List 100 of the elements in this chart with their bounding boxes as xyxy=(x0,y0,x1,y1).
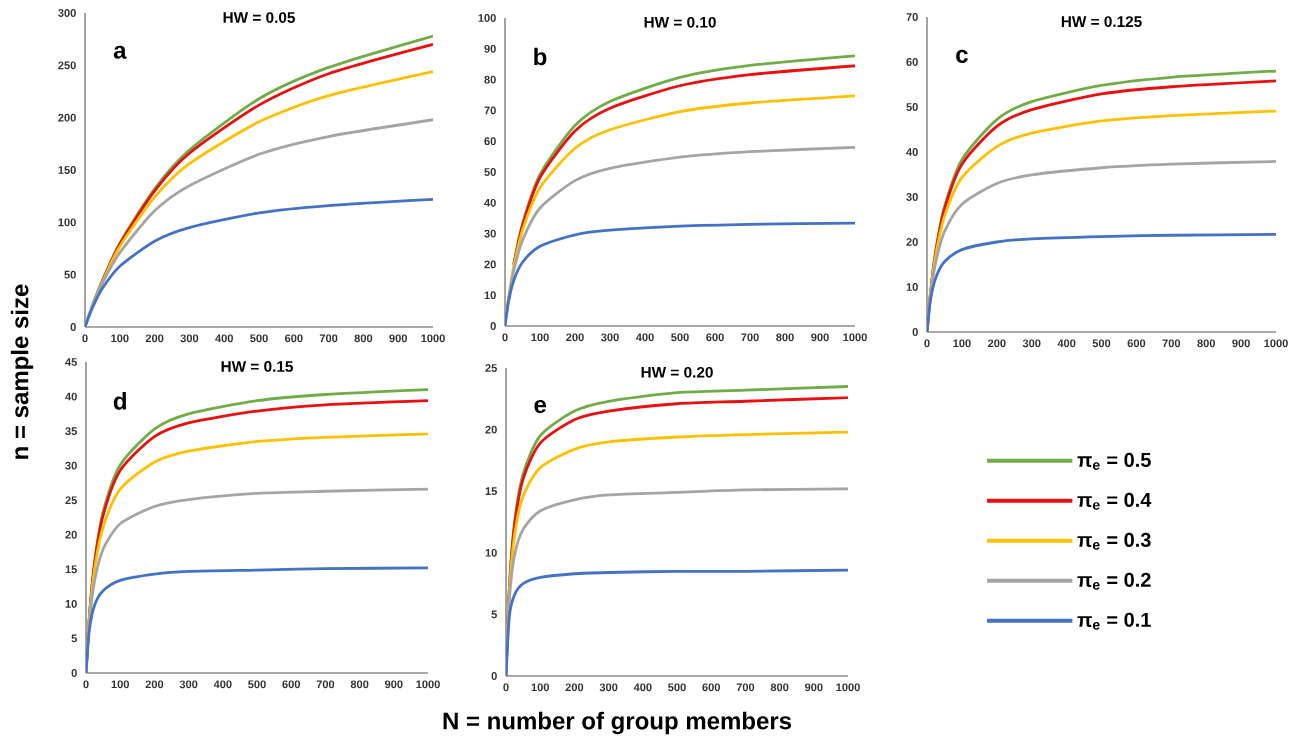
x-tick-label: 300 xyxy=(599,683,618,692)
legend-label: π$_{e}$ = 0.5 xyxy=(1077,452,1151,470)
chart-title: HW = 0.125 xyxy=(1061,16,1142,28)
x-tick-label: 800 xyxy=(770,683,789,692)
x-tick-label: 700 xyxy=(319,334,338,343)
x-tick-label: 700 xyxy=(1162,339,1181,348)
x-tick-label: 900 xyxy=(384,680,403,689)
x-tick-label: 700 xyxy=(316,680,335,689)
y-tick-label: 50 xyxy=(64,270,76,279)
chart-title: HW = 0.10 xyxy=(644,16,716,28)
y-tick-label: 100 xyxy=(58,218,76,227)
x-tick-label: 300 xyxy=(1022,339,1041,348)
y-tick-label: 90 xyxy=(484,44,496,53)
x-tick-label: 0 xyxy=(924,339,930,348)
y-tick-label: 40 xyxy=(65,392,77,401)
x-tick-label: 800 xyxy=(350,680,369,689)
annotation: b xyxy=(534,47,547,66)
y-tick-label: 50 xyxy=(484,168,496,176)
y-tick-label: 70 xyxy=(484,106,496,115)
x-tick-label: 900 xyxy=(1232,339,1250,348)
y-tick-label: 300 xyxy=(58,9,76,17)
y-tick-label: 80 xyxy=(484,75,496,84)
x-tick-label: 200 xyxy=(145,680,164,689)
x-tick-label: 400 xyxy=(635,333,654,342)
y-tick-label: 20 xyxy=(906,238,918,246)
x-tick-label: 600 xyxy=(706,333,724,342)
y-tick-label: 40 xyxy=(484,198,496,207)
y-tick-label: 25 xyxy=(485,364,497,372)
y-tick-label: 25 xyxy=(65,496,77,505)
y-tick-label: 0 xyxy=(491,672,497,680)
legend-label: π$_{e}$ = 0.2 xyxy=(1077,572,1151,590)
y-tick-label: 30 xyxy=(906,193,918,201)
x-tick-label: 1000 xyxy=(421,334,445,343)
x-tick-label: 200 xyxy=(987,339,1006,348)
x-tick-label: 500 xyxy=(248,680,266,689)
x-tick-label: 500 xyxy=(250,334,268,343)
y-tick-label: 0 xyxy=(912,328,918,336)
chart-title: HW = 0.05 xyxy=(223,12,295,23)
x-tick-label: 400 xyxy=(633,683,652,692)
x-tick-label: 400 xyxy=(213,680,232,689)
y-tick-label: 20 xyxy=(484,260,496,269)
annotation: d xyxy=(113,392,126,410)
x-tick-label: 200 xyxy=(565,683,584,692)
y-tick-label: 20 xyxy=(65,530,77,539)
y-axis-title: n = sample size xyxy=(10,284,34,459)
x-tick-label: 1000 xyxy=(836,683,860,692)
annotation: c xyxy=(956,49,968,63)
legend-label: π$_{e}$ = 0.3 xyxy=(1077,532,1151,550)
x-tick-label: 0 xyxy=(503,683,509,692)
x-tick-label: 300 xyxy=(601,333,619,342)
y-tick-label: 10 xyxy=(906,283,918,291)
x-tick-label: 100 xyxy=(111,680,129,689)
y-tick-label: 70 xyxy=(906,13,918,21)
y-tick-label: 45 xyxy=(65,358,77,366)
x-tick-label: 800 xyxy=(354,334,373,343)
x-tick-label: 500 xyxy=(668,683,686,692)
chart-title: HW = 0.20 xyxy=(641,366,713,378)
x-tick-label: 900 xyxy=(804,683,823,692)
y-tick-label: 250 xyxy=(58,61,76,70)
y-tick-label: 15 xyxy=(485,487,497,496)
y-tick-label: 35 xyxy=(65,427,77,436)
y-tick-label: 10 xyxy=(485,548,497,557)
x-tick-label: 1000 xyxy=(416,680,440,689)
x-tick-label: 200 xyxy=(566,333,584,342)
x-tick-label: 400 xyxy=(1057,339,1076,348)
annotation: a xyxy=(113,45,127,59)
x-tick-label: 800 xyxy=(1197,339,1215,348)
x-tick-label: 700 xyxy=(741,333,759,342)
x-tick-label: 0 xyxy=(82,334,88,343)
y-tick-label: 40 xyxy=(906,148,918,156)
x-tick-label: 1000 xyxy=(843,333,867,342)
legend-label: π$_{e}$ = 0.1 xyxy=(1077,612,1151,630)
y-tick-label: 10 xyxy=(65,599,77,608)
x-tick-label: 500 xyxy=(671,333,689,342)
y-tick-label: 150 xyxy=(58,166,76,174)
x-tick-label: 500 xyxy=(1092,339,1111,348)
x-tick-label: 600 xyxy=(702,683,720,692)
y-tick-label: 100 xyxy=(478,14,496,22)
y-tick-label: 20 xyxy=(485,425,497,434)
y-tick-label: 10 xyxy=(484,291,496,300)
x-tick-label: 900 xyxy=(389,334,407,343)
y-tick-label: 0 xyxy=(71,669,77,677)
y-tick-label: 60 xyxy=(484,137,496,146)
x-tick-label: 0 xyxy=(83,680,89,689)
x-tick-label: 300 xyxy=(179,680,198,689)
y-tick-label: 30 xyxy=(484,229,496,238)
chart-title: HW = 0.15 xyxy=(221,361,293,372)
x-tick-label: 900 xyxy=(811,333,829,342)
y-tick-label: 50 xyxy=(906,103,918,111)
x-tick-label: 100 xyxy=(953,339,971,348)
y-tick-label: 5 xyxy=(71,634,77,643)
x-tick-label: 600 xyxy=(1127,339,1146,348)
x-tick-label: 100 xyxy=(531,333,549,342)
y-tick-label: 200 xyxy=(58,113,76,122)
x-tick-label: 1000 xyxy=(1264,339,1288,348)
x-tick-label: 400 xyxy=(215,334,233,343)
legend-label: π$_{e}$ = 0.4 xyxy=(1077,492,1152,510)
x-tick-label: 600 xyxy=(282,680,300,689)
x-tick-label: 200 xyxy=(145,334,164,343)
y-tick-label: 60 xyxy=(906,58,918,66)
